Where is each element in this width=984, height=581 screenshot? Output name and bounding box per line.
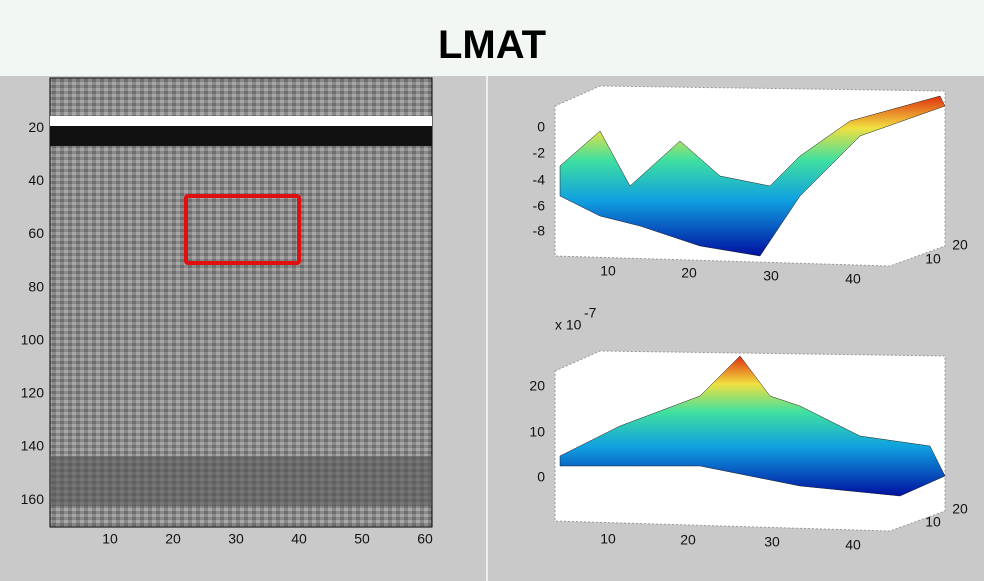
y-tick-label: 40 xyxy=(28,172,44,188)
y-tick-label: 80 xyxy=(28,278,44,294)
title: LMAT xyxy=(437,23,547,67)
scale-exponent: -7 xyxy=(584,305,597,321)
y-tick-label: 100 xyxy=(21,331,45,347)
z-tick-label: -6 xyxy=(533,198,546,214)
surface-top xyxy=(554,85,946,267)
surface-band xyxy=(50,116,432,126)
surface xyxy=(559,355,946,497)
deep-band xyxy=(50,456,432,506)
x-tick-label: 10 xyxy=(600,263,616,279)
x-tick-label: 60 xyxy=(417,531,433,547)
y-tick-label: 60 xyxy=(28,225,44,241)
y-tick-label: 20 xyxy=(28,119,44,135)
z-tick-label: -4 xyxy=(533,172,546,188)
y-tick-label: 10 xyxy=(925,514,941,530)
z-tick-label: 0 xyxy=(537,119,545,135)
title-bar: LMAT xyxy=(0,0,984,76)
image xyxy=(49,77,433,528)
y-tick-label: 140 xyxy=(21,438,45,454)
x-tick-label: 30 xyxy=(763,268,779,284)
scale-label: x 10 xyxy=(555,317,582,333)
highlight-box xyxy=(184,194,301,265)
z-tick-label: 20 xyxy=(529,378,545,394)
x-tick-label: 10 xyxy=(102,531,118,547)
y-tick-label: 20 xyxy=(952,237,968,253)
x-tick-label: 20 xyxy=(165,531,181,547)
x-tick-label: 20 xyxy=(680,532,696,548)
x-tick-label: 40 xyxy=(845,271,861,287)
x-tick-label: 30 xyxy=(228,531,244,547)
x-tick-label: 40 xyxy=(291,531,307,547)
z-tick-label: 0 xyxy=(537,469,545,485)
y-tick-label: 20 xyxy=(952,501,968,517)
radargram xyxy=(49,77,433,528)
z-tick-label: -2 xyxy=(533,145,546,161)
x-tick-label: 10 xyxy=(600,531,616,547)
surface xyxy=(559,95,946,257)
x-tick-label: 30 xyxy=(764,534,780,550)
x-tick-label: 20 xyxy=(681,265,697,281)
y-tick-label: 10 xyxy=(925,251,941,267)
z-tick-label: -8 xyxy=(533,223,546,239)
x-tick-label: 40 xyxy=(845,537,861,553)
y-tick-label: 160 xyxy=(21,491,45,507)
surface-band xyxy=(50,126,432,146)
x-tick-label: 50 xyxy=(354,531,370,547)
y-tick-label: 120 xyxy=(21,385,45,401)
z-tick-label: 10 xyxy=(529,424,545,440)
surface-bottom xyxy=(554,350,946,532)
